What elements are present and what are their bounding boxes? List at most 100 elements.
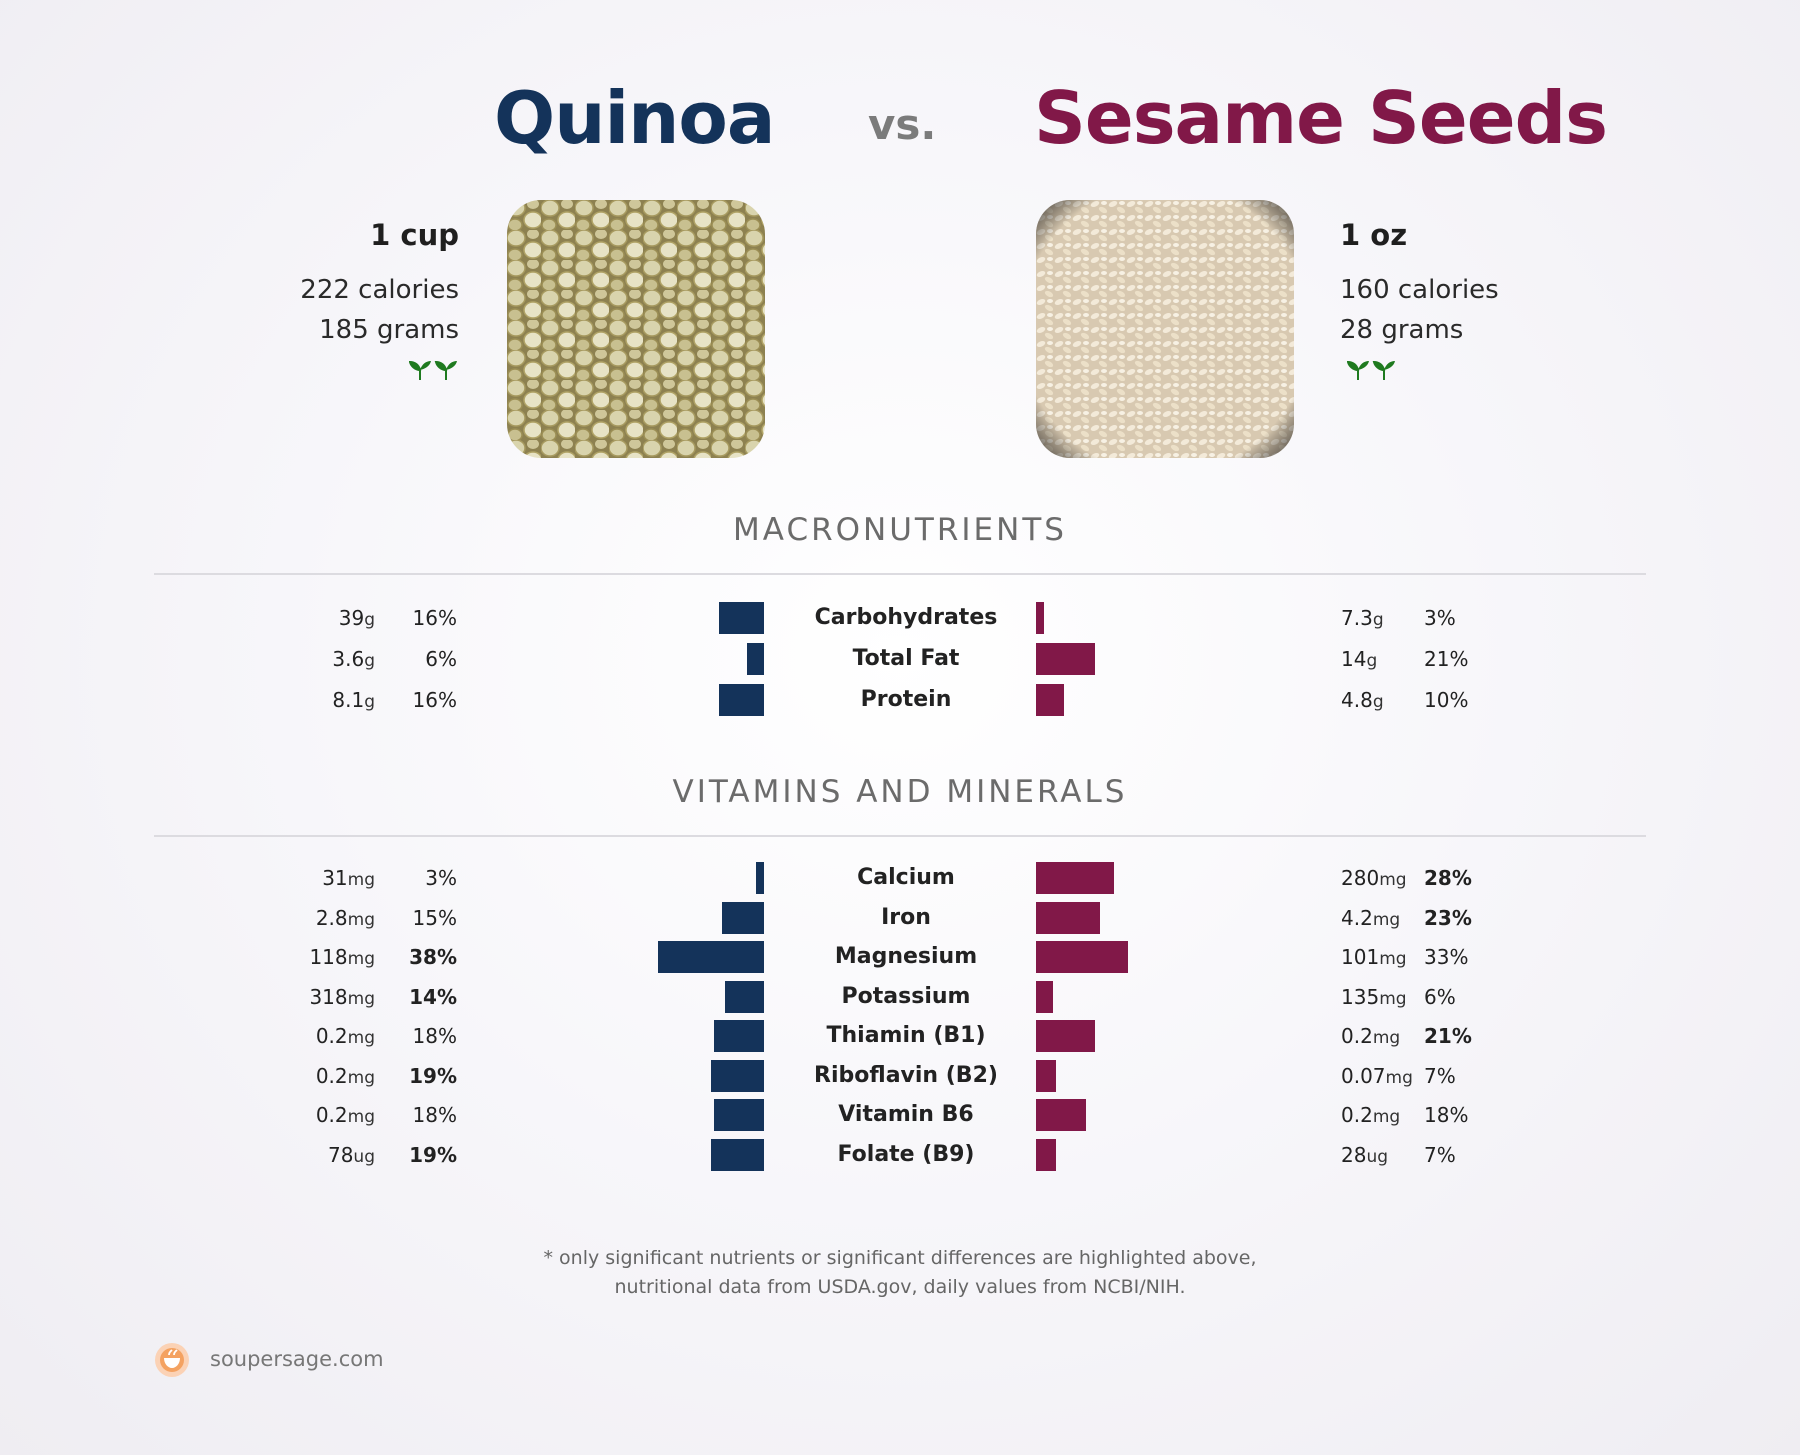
right-sprout-icon	[1346, 358, 1397, 388]
right-dv-vitamin-b6: 18%	[1424, 1103, 1469, 1127]
right-amount-riboflavin-b2-unit: mg	[1385, 1067, 1413, 1088]
left-amount-folate-b9-unit: ug	[353, 1146, 375, 1167]
left-amount-thiamin-b1-value: 0.2	[315, 1024, 348, 1048]
nutrient-label-folate-b9: Folate (B9)	[837, 1141, 975, 1167]
right-amount-magnesium-unit: mg	[1379, 949, 1407, 969]
left-amount-magnesium-value: 118	[309, 945, 348, 969]
left-sprout-icon	[408, 358, 459, 388]
left-bar-potassium	[724, 980, 764, 1013]
right-amount-total-fat: 14g	[1341, 639, 1377, 679]
right-dv-folate-b9: 7%	[1424, 1142, 1456, 1167]
left-amount-riboflavin-b2-value: 0.2	[315, 1063, 348, 1088]
right-bar-folate-b9	[1036, 1138, 1056, 1171]
nutrient-label-iron: Iron	[881, 904, 931, 930]
left-amount-iron: 2.8mg	[316, 898, 375, 938]
left-bar-thiamin-b1	[713, 1020, 764, 1052]
right-dv-riboflavin-b2: 7%	[1424, 1063, 1456, 1088]
left-dv-thiamin-b1: 18%	[412, 1024, 457, 1048]
left-amount-carbohydrates-value: 39	[338, 606, 365, 630]
left-dv-vitamin-b6: 18%	[412, 1103, 457, 1127]
left-amount-protein: 8.1g	[332, 680, 375, 720]
left-amount-protein-value: 8.1	[332, 688, 365, 712]
right-dv-iron: 23%	[1424, 905, 1472, 930]
macronutrients-title: MACRONUTRIENTS	[733, 512, 1067, 548]
left-amount-calcium: 31mg	[322, 858, 375, 898]
left-amount-protein-unit: g	[364, 692, 375, 712]
nutrient-row: 78ug 19% Folate (B9) 28ug 7%	[0, 1135, 1800, 1175]
right-amount-calcium-unit: mg	[1379, 870, 1407, 890]
nutrient-label-vitamin-b6: Vitamin B6	[838, 1102, 974, 1127]
right-amount-vitamin-b6-value: 0.2	[1341, 1103, 1373, 1127]
left-amount-riboflavin-b2-unit: mg	[347, 1067, 375, 1088]
soupersage-logo-icon	[154, 1342, 190, 1382]
nutrient-row: 2.8mg 15% Iron 4.2mg 23%	[0, 898, 1800, 938]
vitamins-minerals-title: VITAMINS AND MINERALS	[672, 774, 1128, 810]
right-amount-potassium-value: 135	[1341, 984, 1380, 1009]
right-bar-protein	[1036, 684, 1064, 716]
nutrient-label-total-fat: Total Fat	[852, 646, 960, 671]
right-amount-iron: 4.2mg	[1341, 898, 1400, 938]
left-serving: 1 cup	[370, 218, 459, 252]
left-dv-total-fat: 6%	[425, 647, 457, 671]
nutrient-row: 0.2mg 19% Riboflavin (B2) 0.07mg 7%	[0, 1056, 1800, 1096]
left-amount-riboflavin-b2: 0.2mg	[316, 1056, 375, 1096]
right-dv-potassium: 6%	[1424, 984, 1456, 1009]
right-amount-thiamin-b1-unit: mg	[1372, 1028, 1401, 1048]
brand-link[interactable]: soupersage.com	[210, 1347, 384, 1371]
left-food-title: Quinoa	[494, 76, 775, 160]
left-amount-calcium-value: 31	[322, 866, 348, 890]
nutrient-row: 3.6g 6% Total Fat 14g 21%	[0, 639, 1800, 679]
left-bar-magnesium	[657, 941, 764, 973]
macronutrients-chart: 39g 16% Carbohydrates 7.3g 3% 3.6g 6% Total Fat…	[0, 598, 1800, 728]
right-bar-potassium	[1036, 980, 1053, 1013]
left-bar-iron	[722, 901, 764, 934]
right-dv-protein: 10%	[1424, 688, 1469, 712]
left-amount-vitamin-b6: 0.2mg	[316, 1095, 375, 1135]
left-amount-total-fat: 3.6g	[332, 639, 375, 679]
right-bar-riboflavin-b2	[1036, 1059, 1056, 1092]
left-amount-carbohydrates-unit: g	[364, 610, 375, 630]
vitamins-minerals-divider	[154, 835, 1646, 837]
footnote-line-2: nutritional data from USDA.gov, daily va…	[614, 1276, 1186, 1298]
left-amount-magnesium: 118mg	[309, 937, 375, 977]
left-amount-iron-unit: mg	[347, 909, 375, 930]
right-grams: 28 grams	[1340, 315, 1464, 345]
nutrient-row: 318mg 14% Potassium 135mg 6%	[0, 977, 1800, 1017]
left-dv-riboflavin-b2: 19%	[409, 1063, 457, 1088]
nutrient-row: 118mg 38% Magnesium 101mg 33%	[0, 937, 1800, 977]
left-dv-magnesium: 38%	[409, 945, 457, 969]
vitamins-minerals-chart: 31mg 3% Calcium 280mg 28% 2.8mg 15% Iron 4.2mg 23…	[0, 858, 1800, 1178]
left-dv-carbohydrates: 16%	[412, 606, 457, 630]
left-dv-potassium: 14%	[409, 984, 457, 1009]
nutrient-row: 0.2mg 18% Thiamin (B1) 0.2mg 21%	[0, 1016, 1800, 1056]
left-amount-thiamin-b1: 0.2mg	[316, 1016, 375, 1056]
right-amount-potassium-unit: mg	[1379, 988, 1407, 1009]
nutrient-row: 8.1g 16% Protein 4.8g 10%	[0, 680, 1800, 720]
right-calories: 160 calories	[1340, 275, 1499, 305]
right-amount-iron-unit: mg	[1372, 909, 1401, 930]
right-amount-folate-b9-value: 28	[1341, 1142, 1367, 1167]
nutrient-label-thiamin-b1: Thiamin (B1)	[826, 1023, 986, 1048]
nutrient-row: 0.2mg 18% Vitamin B6 0.2mg 18%	[0, 1095, 1800, 1135]
right-amount-carbohydrates-value: 7.3	[1341, 606, 1373, 630]
left-bar-folate-b9	[710, 1138, 764, 1171]
left-dv-folate-b9: 19%	[409, 1142, 457, 1167]
nutrient-label-carbohydrates: Carbohydrates	[814, 605, 998, 630]
right-amount-folate-b9: 28ug	[1341, 1135, 1388, 1175]
quinoa-photo	[507, 200, 765, 458]
right-amount-vitamin-b6-unit: mg	[1372, 1107, 1401, 1127]
left-amount-iron-value: 2.8	[315, 905, 348, 930]
left-dv-iron: 15%	[412, 905, 457, 930]
left-grams: 185 grams	[319, 315, 459, 345]
left-amount-potassium: 318mg	[309, 977, 375, 1017]
left-dv-protein: 16%	[412, 688, 457, 712]
left-amount-total-fat-value: 3.6	[332, 647, 365, 671]
right-dv-thiamin-b1: 21%	[1424, 1024, 1472, 1048]
right-dv-calcium: 28%	[1424, 866, 1472, 890]
right-bar-magnesium	[1036, 941, 1129, 973]
right-bar-total-fat	[1036, 643, 1095, 675]
right-dv-total-fat: 21%	[1424, 647, 1469, 671]
left-amount-thiamin-b1-unit: mg	[347, 1028, 375, 1048]
left-bar-carbohydrates	[719, 602, 764, 634]
right-amount-calcium-value: 280	[1341, 866, 1380, 890]
